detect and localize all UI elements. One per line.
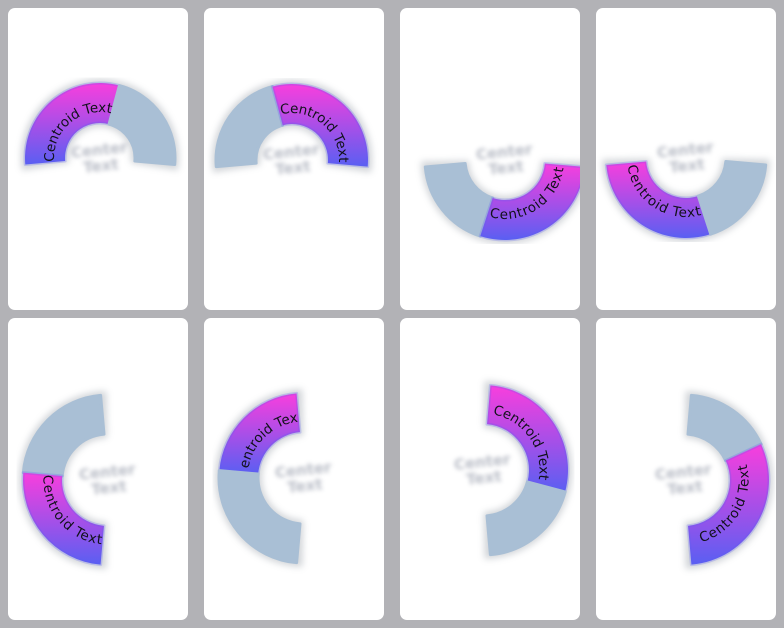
plain-arc-segment[interactable] — [696, 159, 768, 236]
center-label-line1: Center — [70, 138, 129, 162]
plain-arc-segment[interactable] — [214, 85, 285, 169]
center-label-line2: Text — [286, 475, 323, 497]
center-label-line1: Center — [654, 460, 713, 484]
center-label-line1: Center — [656, 138, 715, 162]
center-label-line1: Center — [274, 458, 333, 482]
center-label-line1: Center — [475, 140, 534, 164]
gradient-arc-segment[interactable] — [23, 81, 121, 167]
plain-arc-segment[interactable] — [423, 161, 495, 238]
plain-arc-segment[interactable] — [217, 469, 302, 565]
center-label-line2: Text — [487, 157, 524, 179]
plain-arc-segment[interactable] — [485, 480, 567, 557]
center-label-line2: Text — [82, 155, 119, 177]
center-label-line1: Center — [262, 140, 321, 164]
gradient-arc-segment[interactable] — [270, 82, 370, 169]
gradient-arc-segment[interactable] — [485, 383, 570, 494]
center-label-line1: Center — [78, 460, 137, 484]
plain-arc-segment[interactable] — [107, 84, 177, 167]
center-label-line2: Text — [274, 157, 311, 179]
gradient-arc-segment[interactable] — [21, 471, 106, 567]
gradient-arc-segment[interactable] — [686, 442, 771, 567]
gradient-arc-segment[interactable] — [478, 161, 580, 242]
center-label-line2: Text — [465, 467, 502, 489]
plain-arc-segment[interactable] — [686, 393, 763, 463]
plain-arc-segment[interactable] — [21, 393, 106, 478]
gradient-arc-segment[interactable] — [604, 159, 713, 240]
center-label-line2: Text — [666, 477, 703, 499]
center-label-line2: Text — [668, 155, 705, 177]
center-label-line1: Center — [453, 450, 512, 474]
center-label-line2: Text — [90, 477, 127, 499]
